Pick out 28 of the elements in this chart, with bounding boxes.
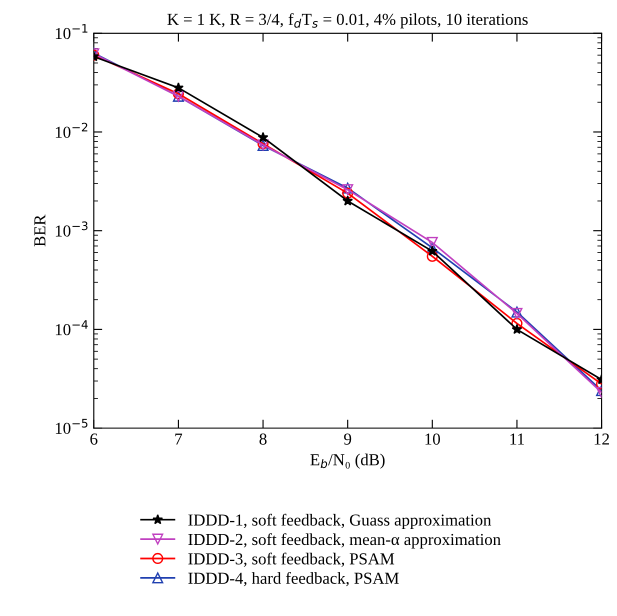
point [511, 318, 522, 329]
point [512, 324, 522, 334]
x-tick-label: 11 [510, 434, 524, 445]
x-tick-label: 9 [344, 434, 352, 445]
legend-label: IDDD-3, soft feedback, PSAM [188, 552, 394, 567]
point [342, 195, 353, 206]
y-tick-label: 10$^{−2}$ [56, 122, 88, 138]
point [258, 132, 268, 142]
point [426, 242, 438, 254]
point [426, 250, 438, 262]
legend-label: IDDD-4, hard feedback, PSAM [188, 572, 399, 586]
legend-label: IDDD-2, soft feedback, mean-α approximation [188, 533, 501, 548]
point [426, 246, 438, 256]
point [342, 188, 354, 199]
x-tick-label: 10 [425, 433, 440, 445]
chart-title: K = 1 K, R = 3/4, f$_{d}$T$_{s}$ = 0.01, 4% pilots, 10 iterations [167, 13, 528, 28]
y-tick-label: 10$^{−4}$ [56, 320, 88, 336]
x-tick-label: 7 [175, 434, 182, 445]
y-tick-label: 10$^{−5}$ [56, 418, 88, 434]
point [426, 236, 438, 248]
x-axis-title: E$_{b}$/N₀ (dB) [310, 454, 385, 469]
legend-label: IDDD-1, soft feedback, Guass approximation [188, 514, 492, 530]
y-axis-title: BER [34, 214, 46, 246]
y-tick-label: 10$^{−3}$ [56, 221, 88, 237]
x-tick-label: 12 [594, 434, 609, 445]
x-tick-label: 6 [90, 434, 98, 445]
y-tick-label: 10$^{−1}$ [56, 24, 88, 40]
x-tick-label: 8 [260, 433, 267, 445]
